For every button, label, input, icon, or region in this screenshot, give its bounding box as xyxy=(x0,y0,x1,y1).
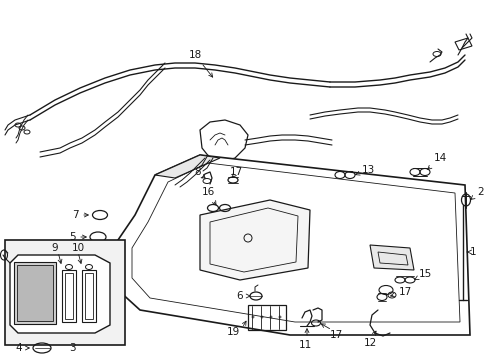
Text: 8: 8 xyxy=(194,167,205,179)
Polygon shape xyxy=(200,200,309,280)
Bar xyxy=(247,305,285,330)
Text: 2: 2 xyxy=(470,187,483,199)
Bar xyxy=(82,270,96,322)
Text: 19: 19 xyxy=(226,327,240,337)
Bar xyxy=(14,262,56,324)
Bar xyxy=(65,273,73,319)
Text: 5: 5 xyxy=(68,232,86,242)
Text: 4: 4 xyxy=(15,343,22,353)
Polygon shape xyxy=(155,155,220,178)
Text: 10: 10 xyxy=(71,243,84,253)
Text: 18: 18 xyxy=(188,50,212,77)
Text: 7: 7 xyxy=(72,210,88,220)
Text: 12: 12 xyxy=(363,338,376,348)
Text: 16: 16 xyxy=(201,187,216,205)
Text: 15: 15 xyxy=(414,269,431,280)
Bar xyxy=(85,273,93,319)
Text: 6: 6 xyxy=(236,291,249,301)
Text: 3: 3 xyxy=(68,343,75,353)
Text: 9: 9 xyxy=(52,243,58,253)
Bar xyxy=(62,270,76,322)
Text: 14: 14 xyxy=(427,153,446,170)
Bar xyxy=(17,265,53,321)
Polygon shape xyxy=(200,120,247,162)
Polygon shape xyxy=(369,245,413,270)
Text: 17: 17 xyxy=(229,167,243,177)
Text: 17: 17 xyxy=(390,287,411,297)
Bar xyxy=(5,240,125,345)
Polygon shape xyxy=(118,155,469,335)
Polygon shape xyxy=(10,255,110,333)
Text: 1: 1 xyxy=(469,247,476,257)
Text: 13: 13 xyxy=(355,165,374,175)
Text: 11: 11 xyxy=(298,340,311,350)
Text: 17: 17 xyxy=(329,330,342,340)
